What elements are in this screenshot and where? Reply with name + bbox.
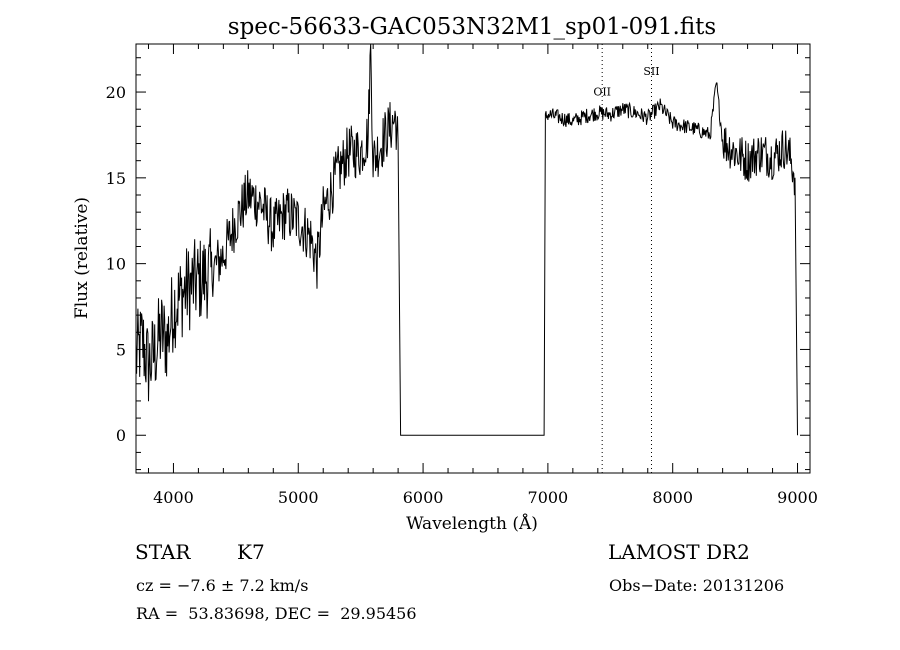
y-tick-label: 10 [106, 255, 126, 274]
sky-coordinates: RA = 53.83698, DEC = 29.95456 [136, 604, 417, 623]
line-annotation-label: OII [593, 85, 611, 98]
x-tick-label: 8000 [652, 488, 693, 507]
plot-frame [135, 43, 811, 474]
object-type: STAR [135, 540, 191, 564]
x-tick-label: 5000 [278, 488, 319, 507]
x-tick-label: 4000 [153, 488, 194, 507]
x-tick-label: 7000 [528, 488, 569, 507]
x-axis-label: Wavelength (Å) [406, 513, 538, 534]
x-tick-labels: 4000 5000 6000 7000 8000 9000 [153, 488, 818, 507]
y-tick-label: 15 [106, 169, 126, 188]
y-tick-labels: 0 5 10 15 20 [106, 83, 126, 445]
x-tick-label: 6000 [403, 488, 444, 507]
redshift-cz: cz = −7.6 ± 7.2 km/s [136, 576, 309, 595]
y-tick-label: 0 [116, 426, 126, 445]
y-tick-label: 20 [106, 83, 126, 102]
chart-title: spec-56633-GAC053N32M1_sp01-091.fits [228, 14, 716, 40]
observation-date: Obs−Date: 20131206 [609, 576, 785, 595]
spectrum-line [135, 43, 798, 436]
survey-name: LAMOST DR2 [608, 540, 750, 564]
y-tick-label: 5 [116, 340, 126, 359]
y-axis-label: Flux (relative) [72, 197, 92, 319]
line-annotation-label: SII [643, 65, 659, 78]
plot-area [135, 43, 798, 473]
axis-ticks [136, 44, 810, 473]
line-annotations: OII SII [593, 65, 659, 99]
object-subclass: K7 [237, 540, 265, 564]
x-tick-label: 9000 [777, 488, 818, 507]
